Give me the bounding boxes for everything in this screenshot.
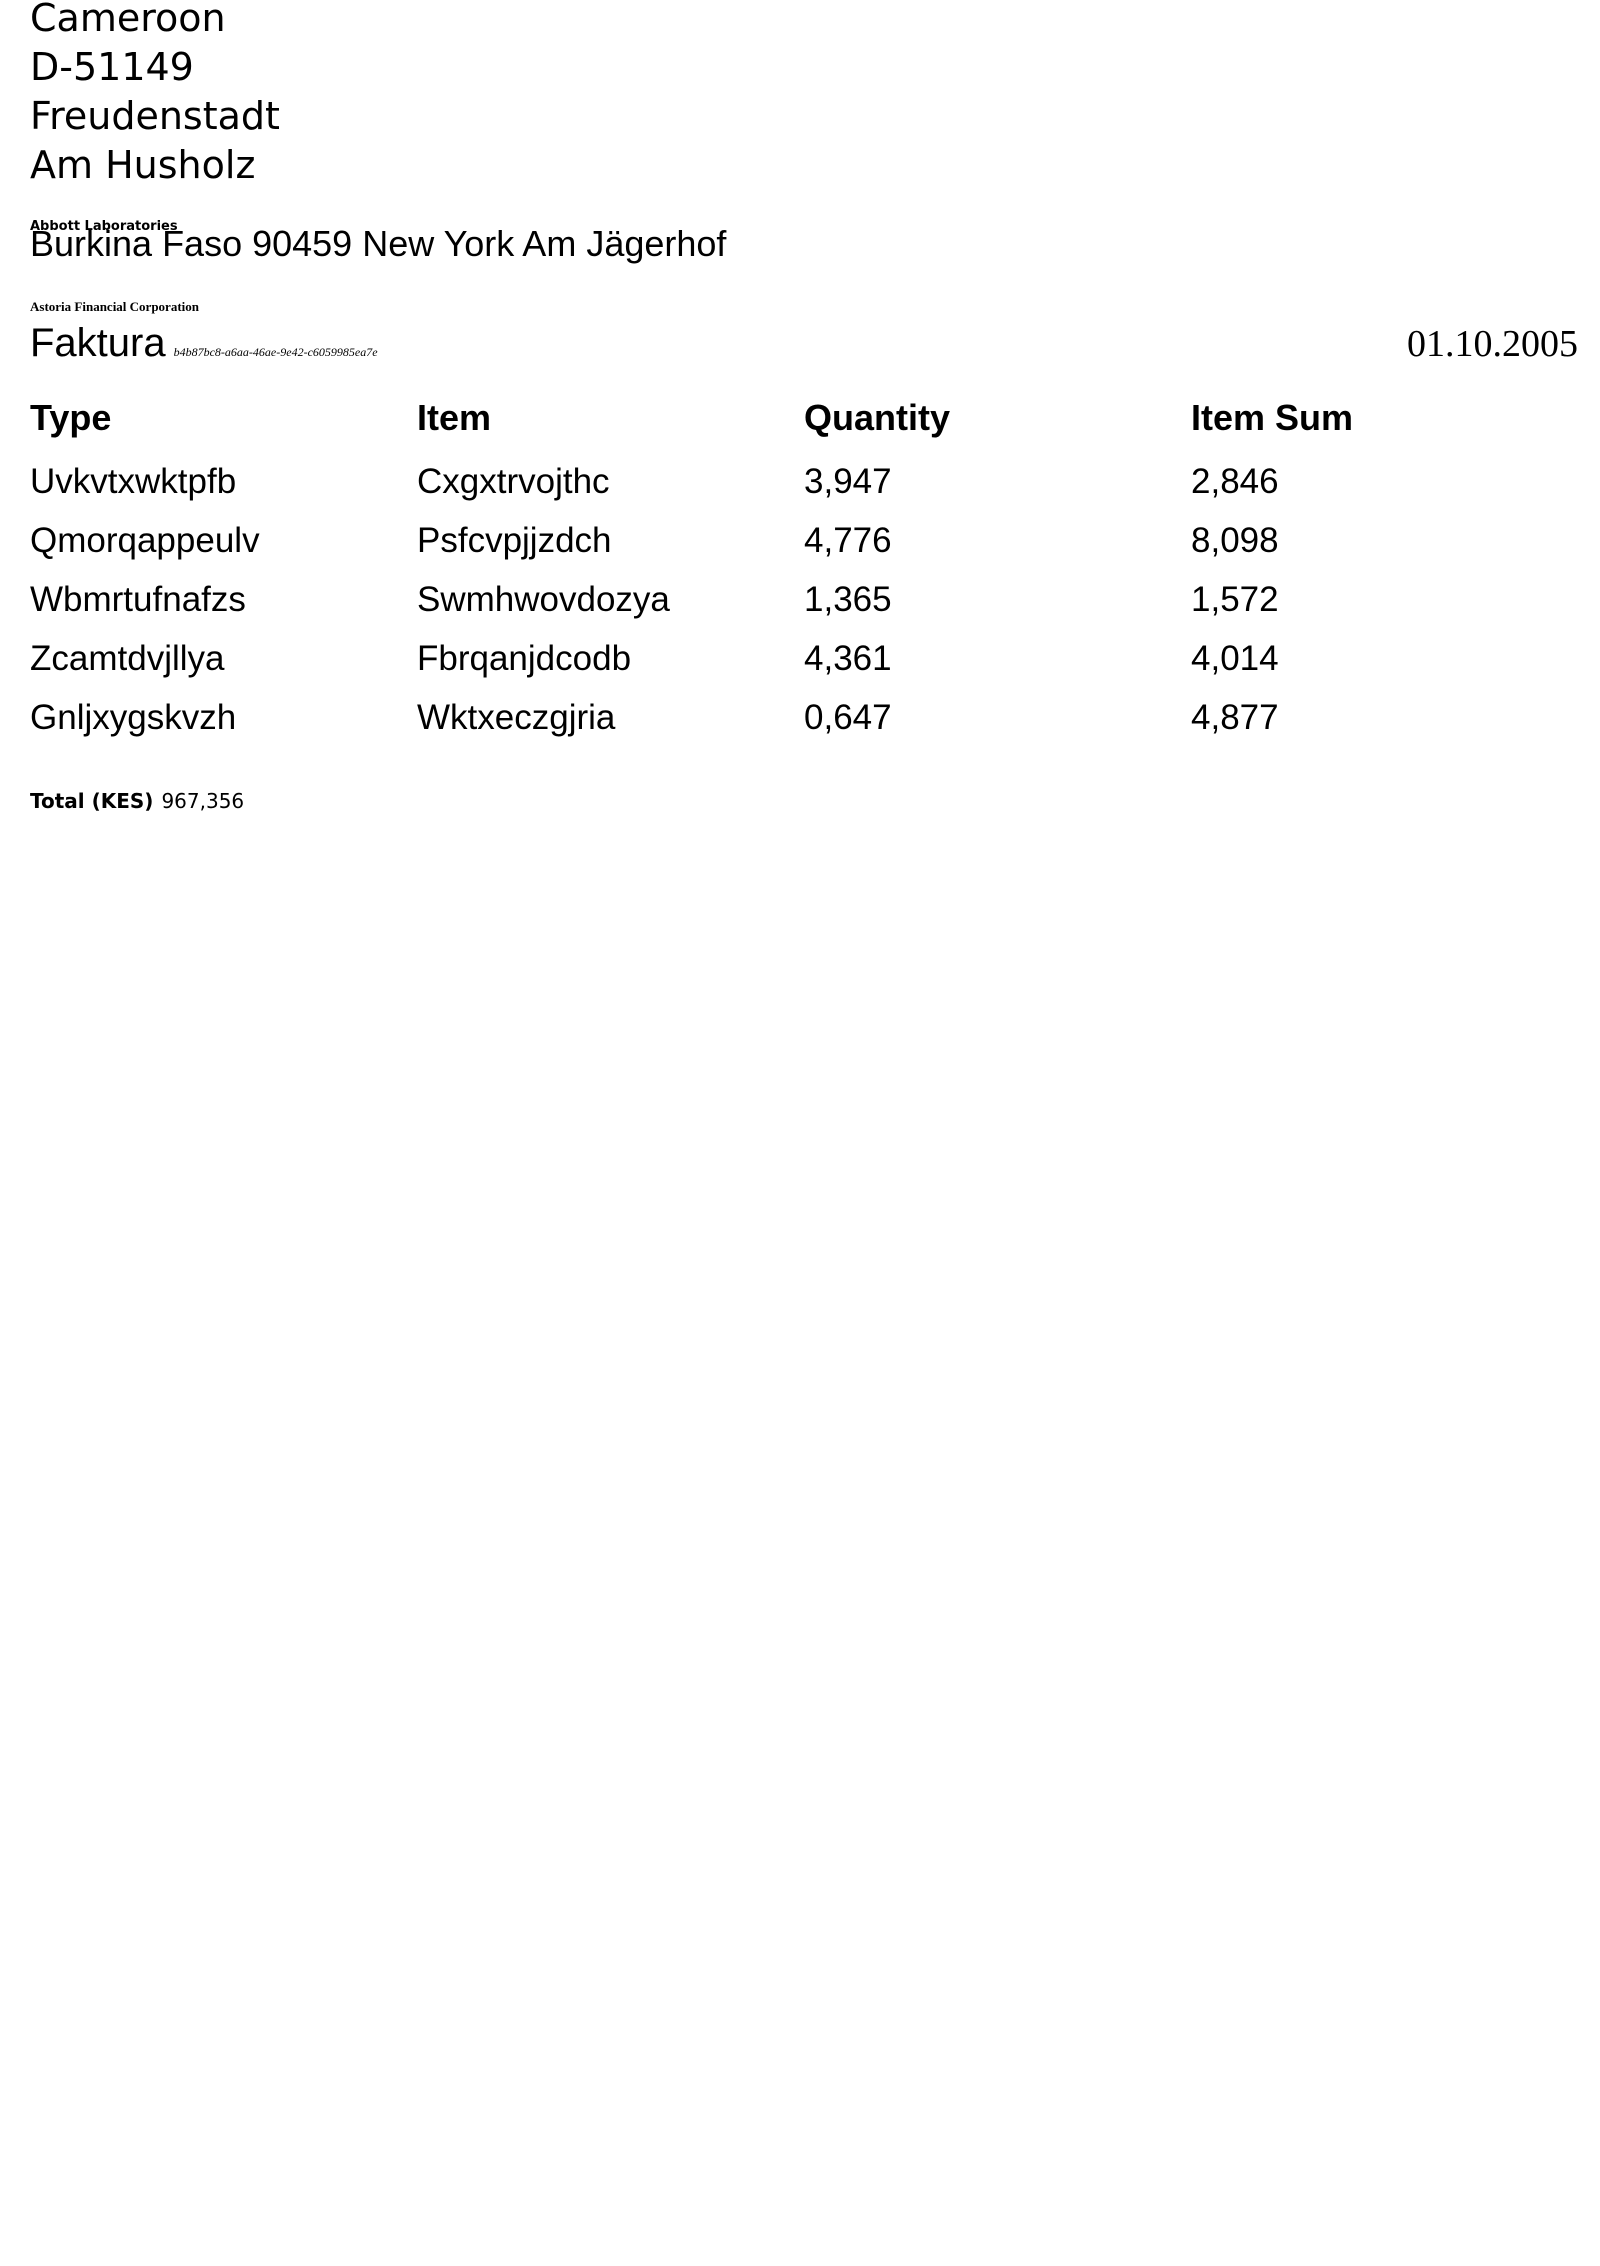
cell-quantity: 1,365 — [804, 579, 892, 619]
sender-address-line: D-51149 — [30, 45, 194, 89]
invoice-heading: Faktura b4b87bc8-a6aa-46ae-9e42-c6059985e… — [30, 318, 378, 377]
cell-type: Gnljxygskvzh — [30, 697, 237, 737]
cell-type: Uvkvtxwktpfb — [30, 461, 237, 501]
cell-quantity: 4,361 — [804, 638, 892, 678]
sender-address-line: Freudenstadt — [30, 94, 280, 138]
table-header: Type Item Quantity Item Sum — [30, 390, 1578, 446]
recipient-company: Astoria Financial Corporation — [30, 299, 199, 314]
cell-item: Fbrqanjdcodb — [417, 638, 632, 678]
cell-item: Swmhwovdozya — [417, 579, 670, 619]
invoice-title: Faktura — [30, 321, 166, 365]
cell-item: Psfcvpjjzdch — [417, 520, 612, 560]
cell-item-sum: 4,877 — [1191, 697, 1279, 737]
cell-type: Zcamtdvjllya — [30, 638, 225, 678]
invoice-id: b4b87bc8-a6aa-46ae-9e42-c6059985ea7e — [173, 345, 378, 359]
items-table: Type Item Quantity Item Sum Uvkvtxwktpfb… — [30, 390, 1578, 747]
table-row: Zcamtdvjllya Fbrqanjdcodb 4,361 4,014 — [30, 629, 1578, 688]
cell-quantity: 0,647 — [804, 697, 892, 737]
cell-type: Wbmrtufnafzs — [30, 579, 246, 619]
total-line: Total (KES) 967,356 — [30, 788, 244, 814]
column-header-type: Type — [30, 397, 112, 438]
column-header-quantity: Quantity — [804, 397, 951, 438]
cell-item: Cxgxtrvojthc — [417, 461, 610, 501]
total-label: Total (KES) — [30, 789, 154, 813]
cell-item-sum: 8,098 — [1191, 520, 1279, 560]
table-row: Uvkvtxwktpfb Cxgxtrvojthc 3,947 2,846 — [30, 452, 1578, 511]
sender-address: Cameroon D-51149 Freudenstadt Am Husholz — [30, 0, 280, 190]
column-header-item-sum: Item Sum — [1191, 397, 1354, 438]
table-row: Gnljxygskvzh Wktxeczgjria 0,647 4,877 — [30, 688, 1578, 747]
recipient-address: Burkina Faso 90459 New York Am Jägerhof — [30, 223, 727, 264]
cell-item-sum: 4,014 — [1191, 638, 1279, 678]
column-header-item: Item — [417, 397, 492, 438]
cell-item-sum: 1,572 — [1191, 579, 1279, 619]
invoice-date: 01.10.2005 — [1407, 323, 1578, 365]
sender-address-line: Cameroon — [30, 0, 226, 40]
total-value: 967,356 — [161, 789, 245, 813]
sender-address-line: Am Husholz — [30, 143, 256, 187]
table-row: Wbmrtufnafzs Swmhwovdozya 1,365 1,572 — [30, 570, 1578, 629]
cell-quantity: 3,947 — [804, 461, 892, 501]
sender-company: Abbott Laboratories — [30, 219, 178, 234]
cell-item-sum: 2,846 — [1191, 461, 1279, 501]
table-row: Qmorqappeulv Psfcvpjjzdch 4,776 8,098 — [30, 511, 1578, 570]
cell-quantity: 4,776 — [804, 520, 892, 560]
cell-type: Qmorqappeulv — [30, 520, 260, 560]
cell-item: Wktxeczgjria — [417, 697, 616, 737]
